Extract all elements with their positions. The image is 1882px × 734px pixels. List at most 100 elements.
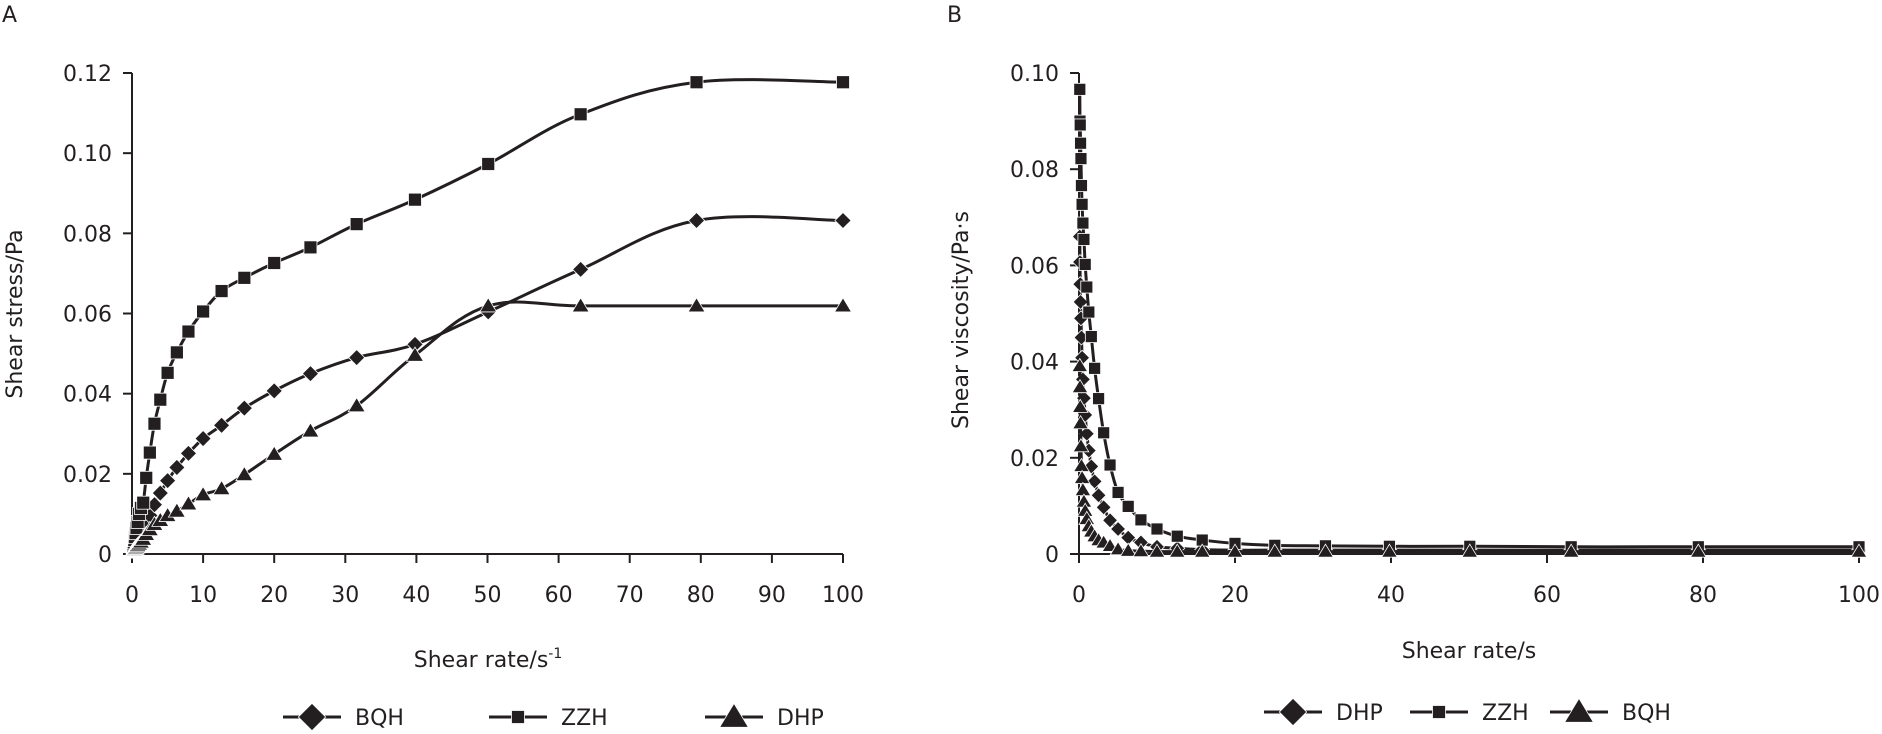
x-tick-label: 20	[1221, 583, 1249, 608]
x-tick-label: 20	[260, 583, 288, 608]
data-point-dhp	[687, 297, 706, 313]
x-tick-label: 80	[1689, 583, 1717, 608]
data-point-dhp	[1086, 473, 1103, 490]
data-point-bqh	[1071, 398, 1089, 413]
legend-a: BQH ZZH DHP	[283, 702, 824, 732]
data-point-zzh	[836, 75, 850, 90]
legend-label-zzh: ZZH	[1482, 701, 1529, 726]
data-point-zzh	[1088, 361, 1101, 375]
legend-label-dhp: DHP	[777, 706, 824, 731]
data-point-zzh	[349, 217, 364, 232]
x-axis-title-a-text: Shear rate/s	[414, 648, 549, 673]
legend-label-bqh: BQH	[1622, 701, 1671, 726]
data-point-zzh	[1134, 513, 1148, 527]
data-point-bqh	[158, 472, 177, 490]
series-line-bqh	[1078, 365, 1859, 554]
series-line-bqh	[131, 215, 844, 550]
data-point-bqh	[834, 211, 852, 230]
x-axis-title-a: Shear rate/s-1	[414, 646, 563, 673]
data-point-zzh	[1078, 258, 1092, 271]
data-point-bqh	[1072, 438, 1090, 453]
legend-item-zzh: ZZH	[489, 706, 608, 731]
data-point-bqh	[194, 429, 212, 448]
data-point-bqh	[1071, 378, 1089, 394]
data-point-bqh	[572, 260, 590, 279]
data-point-dhp	[235, 465, 254, 482]
panel-b: B 0 0.02 0.04 0.06 0.08 0.10 0 20 40 60 80 100 She…	[947, 3, 1880, 727]
data-point-bqh	[1689, 543, 1707, 558]
data-point-dhp	[479, 297, 498, 313]
data-point-bqh	[1562, 543, 1580, 558]
data-point-zzh	[1075, 197, 1089, 211]
legend-b: DHP ZZH BQH	[1264, 697, 1671, 727]
data-point-zzh	[481, 157, 496, 171]
data-point-bqh	[1109, 540, 1127, 556]
data-point-zzh	[142, 445, 157, 460]
x-tick-label: 40	[1377, 583, 1405, 608]
data-point-bqh	[1074, 481, 1092, 497]
data-point-dhp	[833, 297, 853, 313]
data-point-zzh	[689, 75, 704, 90]
data-point-zzh	[1073, 82, 1087, 96]
data-point-dhp	[179, 495, 198, 511]
data-point-bqh	[687, 211, 706, 230]
data-point-dhp	[347, 396, 366, 413]
data-point-zzh	[267, 256, 282, 270]
data-point-zzh	[1074, 152, 1088, 166]
x-tick-label: 100	[822, 583, 864, 608]
data-point-zzh	[408, 192, 422, 207]
legend-item-bqh: BQH	[283, 702, 404, 732]
series-line-dhp	[1078, 236, 1859, 552]
data-point-dhp	[1090, 487, 1107, 504]
panel-label-a: A	[2, 3, 17, 28]
data-point-zzh	[1121, 499, 1135, 513]
y-tick-label: 0.12	[63, 62, 112, 87]
data-point-bqh	[1132, 542, 1150, 558]
legend-item-zzh: ZZH	[1410, 701, 1529, 726]
data-point-bqh	[1148, 543, 1166, 558]
y-ticks-b: 0 0.02 0.04 0.06 0.08 0.10	[1010, 62, 1079, 568]
legend-marker-zzh-icon	[511, 710, 525, 724]
data-point-zzh	[1074, 136, 1087, 150]
data-point-zzh	[214, 284, 229, 298]
y-tick-label: 0.04	[63, 383, 112, 408]
x-tick-label: 10	[189, 583, 217, 608]
y-tick-label: 0.04	[1010, 351, 1059, 376]
data-point-bqh	[1266, 543, 1284, 558]
data-point-dhp	[571, 297, 590, 313]
data-point-zzh	[136, 495, 151, 510]
legend-marker-dhp-icon	[718, 702, 750, 728]
legend-marker-zzh-icon	[1432, 705, 1446, 719]
data-point-zzh	[153, 392, 168, 407]
data-point-zzh	[573, 107, 588, 122]
data-point-zzh	[1103, 458, 1117, 472]
data-point-bqh	[179, 444, 198, 463]
y-tick-label: 0.02	[1010, 447, 1059, 472]
x-tick-label: 100	[1838, 583, 1880, 608]
y-tick-label: 0.06	[63, 303, 112, 328]
x-ticks-a: 0 10 20 30 40 50 60 70 80 90 100	[125, 554, 864, 608]
x-tick-label: 50	[474, 583, 502, 608]
x-tick-label: 40	[402, 583, 430, 608]
legend-item-dhp: DHP	[705, 702, 824, 731]
data-point-bqh	[168, 458, 186, 477]
x-axis-title-a-superscript: -1	[548, 646, 562, 662]
x-tick-label: 0	[1072, 583, 1086, 608]
data-point-dhp	[212, 479, 231, 496]
x-tick-label: 0	[125, 583, 139, 608]
legend-label-dhp: DHP	[1336, 701, 1383, 726]
data-point-zzh	[1092, 392, 1105, 406]
y-ticks-a: 0 0.02 0.04 0.06 0.08 0.10 0.12	[63, 62, 132, 568]
data-point-zzh	[181, 324, 196, 339]
data-point-zzh	[1084, 330, 1098, 343]
x-tick-label: 60	[1533, 583, 1561, 608]
x-tick-label: 30	[331, 583, 359, 608]
y-tick-label: 0.08	[63, 222, 112, 247]
legend-marker-dhp-icon	[1278, 697, 1308, 727]
y-tick-label: 0	[1045, 543, 1059, 568]
data-point-zzh	[139, 470, 154, 485]
y-tick-label: 0.02	[63, 463, 112, 488]
data-point-dhp	[1102, 512, 1119, 529]
data-point-bqh	[151, 484, 169, 502]
